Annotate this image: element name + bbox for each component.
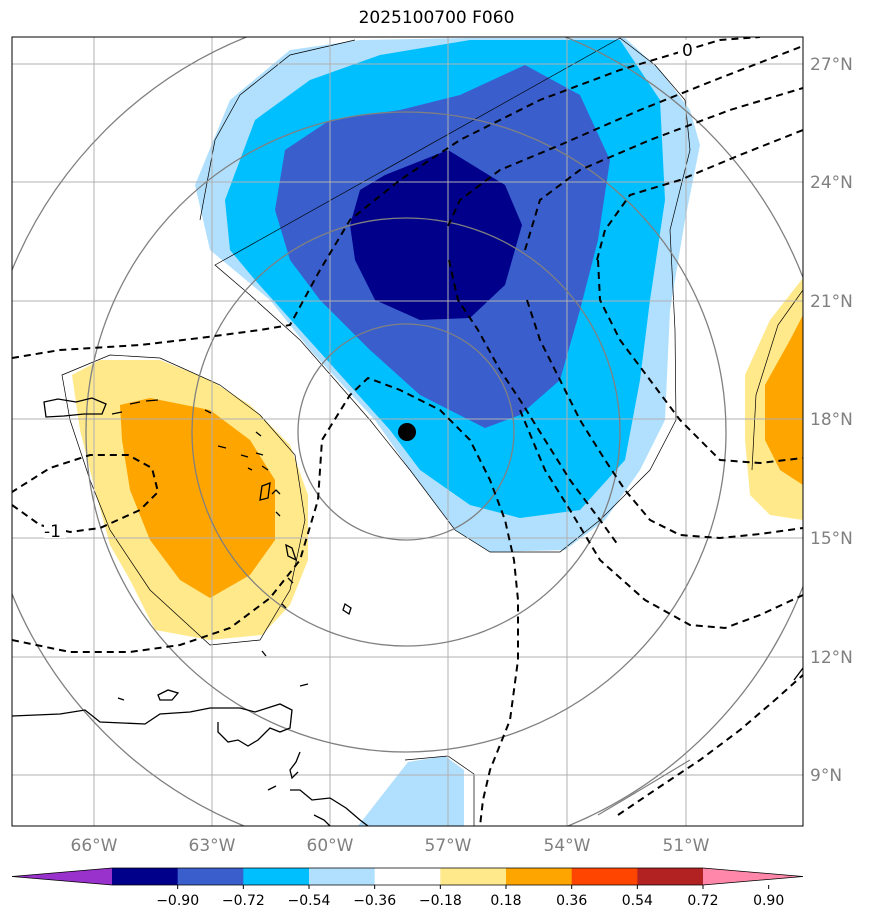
lat-label: 15°N — [810, 529, 853, 549]
latitude-labels: 27°N 24°N 21°N 18°N 15°N 12°N 9°N — [810, 55, 853, 786]
dashed-contours — [12, 37, 803, 826]
lat-label: 27°N — [810, 55, 853, 75]
colorbar-segment — [177, 868, 244, 885]
colorbar-outline — [11, 867, 804, 886]
colorbar-tick-label: −0.54 — [288, 893, 331, 909]
colorbar-tick-labels: −0.90 −0.72 −0.54 −0.36 −0.18 0.18 0.36 0.54 0.7… — [156, 885, 784, 909]
colorbar-segment — [506, 868, 573, 885]
colorbar-extend-min — [12, 868, 112, 885]
lat-label: 9°N — [810, 766, 842, 786]
colorbar — [11, 867, 804, 886]
lat-label: 24°N — [810, 173, 853, 193]
colorbar-segment — [243, 868, 310, 885]
lat-label: 21°N — [810, 292, 853, 312]
colorbar-tick-label: −0.72 — [222, 893, 265, 909]
lon-label: 63°W — [189, 836, 236, 856]
lon-label: 57°W — [425, 836, 472, 856]
map-title: 2025100700 F060 — [358, 8, 515, 28]
contour-label-bg — [44, 522, 66, 538]
lon-label: 51°W — [663, 836, 710, 856]
lat-label: 12°N — [810, 648, 853, 668]
plot-frame — [11, 36, 804, 827]
shading-outlines — [61, 37, 803, 826]
colorbar-tick-label: −0.18 — [419, 893, 462, 909]
gridlines — [12, 37, 803, 826]
colorbar-segment — [374, 868, 441, 885]
contour-label-bg — [678, 40, 696, 60]
coastlines — [12, 397, 803, 826]
edge-contours — [597, 759, 691, 816]
lon-label: 54°W — [544, 836, 591, 856]
colorbar-segment — [309, 868, 376, 885]
lon-label: 60°W — [307, 836, 354, 856]
lon-label: 66°W — [71, 836, 118, 856]
distance-rings — [12, 37, 803, 826]
contour-label-zero: 0 — [682, 41, 693, 61]
contour-label-minus-one: -1 — [44, 522, 61, 542]
shading-pos-mid-west — [120, 398, 275, 598]
colorbar-tick-label: 0.36 — [556, 893, 587, 909]
map-plot-area: 0 -1 — [12, 37, 803, 826]
lat-label: 18°N — [810, 410, 853, 430]
shading-neg-pale-south — [358, 756, 464, 826]
colorbar-tick-label: 0.54 — [622, 893, 653, 909]
colorbar-tick-label: 0.72 — [687, 893, 718, 909]
longitude-labels: 66°W 63°W 60°W 57°W 54°W 51°W — [71, 836, 710, 856]
colorbar-tick-label: −0.90 — [156, 893, 199, 909]
colorbar-tick-label: −0.36 — [353, 893, 396, 909]
colorbar-tick-label: 0.18 — [490, 893, 521, 909]
colorbar-extend-max — [703, 868, 803, 885]
colorbar-segment — [440, 868, 507, 885]
shading-pos-mid-east — [765, 315, 803, 485]
shading-neg-strong — [350, 150, 522, 320]
colorbar-segment — [637, 868, 704, 885]
colorbar-tick-label: 0.90 — [753, 893, 784, 909]
colorbar-segment — [112, 868, 179, 885]
colorbar-segment — [571, 868, 638, 885]
storm-center-marker — [398, 423, 416, 441]
